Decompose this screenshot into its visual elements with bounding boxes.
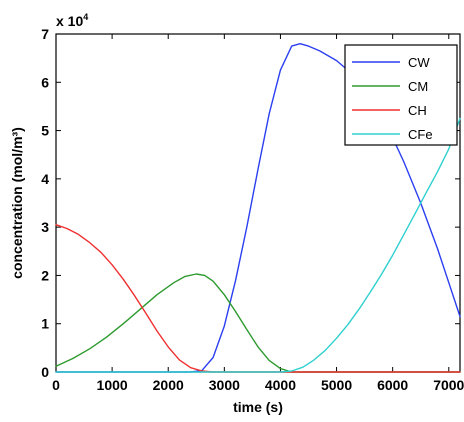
x-tick-label: 6000: [377, 377, 408, 393]
x-axis-title: time (s): [233, 399, 283, 415]
y-tick-label: 1: [41, 316, 49, 332]
series-line-cw: [55, 43, 461, 373]
x-tick-label: 1000: [97, 377, 128, 393]
y-tick-label: 6: [41, 74, 49, 90]
y-tick-label: 7: [41, 26, 49, 42]
y-tick-label: 4: [41, 171, 49, 187]
legend-label-cfe: CFe: [408, 127, 433, 142]
series-line-cm: [55, 273, 461, 373]
x-tick-label: 7000: [433, 377, 464, 393]
tick-labels: 0 1000 2000 3000 4000 5000 6000 7000 0 1 2 3 4 5 6 7: [41, 26, 464, 393]
x-tick-label: 5000: [321, 377, 352, 393]
legend-label-cm: CM: [408, 79, 428, 94]
y-axis-multiplier: x 104: [56, 12, 88, 29]
y-tick-label: 0: [41, 364, 49, 380]
y-tick-label: 2: [41, 267, 49, 283]
series-layer: [55, 43, 461, 373]
x-tick-label: 3000: [209, 377, 240, 393]
y-tick-label: 5: [41, 123, 49, 139]
y-tick-label: 3: [41, 219, 49, 235]
legend: CW CM CH CFe: [344, 44, 458, 146]
x-tick-label: 0: [52, 377, 60, 393]
legend-label-ch: CH: [408, 103, 427, 118]
x-tick-label: 2000: [153, 377, 184, 393]
x-tick-label: 4000: [265, 377, 296, 393]
y-axis-title: concentration (mol/m³): [9, 127, 25, 279]
series-line-cfe: [55, 117, 461, 373]
legend-label-cw: CW: [408, 55, 430, 70]
legend-box: [344, 44, 458, 146]
